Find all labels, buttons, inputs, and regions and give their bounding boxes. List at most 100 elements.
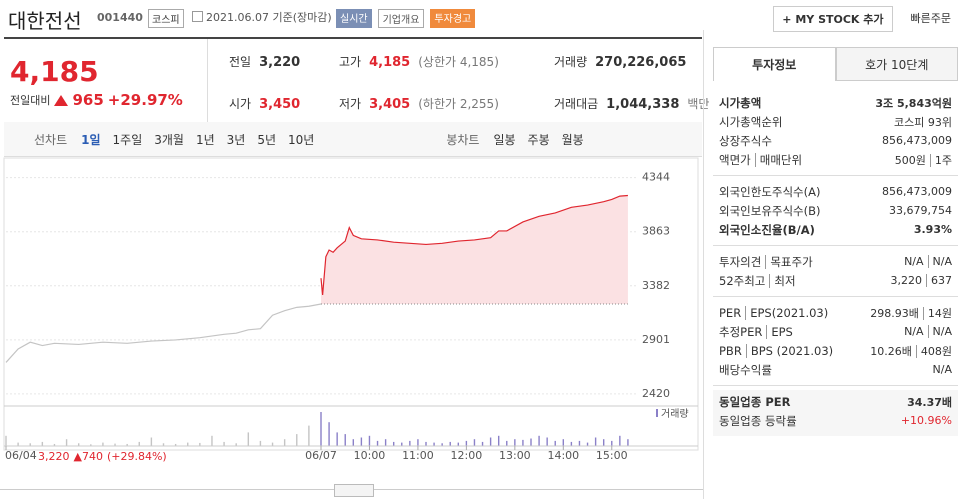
info-value: 10.26배 408원 <box>870 343 952 359</box>
side-tab[interactable]: 투자정보 <box>713 47 836 81</box>
info-label: 동일업종 등락률 <box>719 413 797 429</box>
price: 4,185 <box>10 55 99 88</box>
value-part: N/A <box>904 255 924 268</box>
volume-bar <box>554 440 556 446</box>
label-part: 52주최고 <box>719 273 766 288</box>
value-part: 500원 <box>894 153 926 167</box>
volume-bar <box>271 442 274 446</box>
volume-bar <box>619 435 621 446</box>
badges: 실시간 기업개요 투자경고 <box>336 9 476 28</box>
line <box>320 194 628 296</box>
info-label: 배당수익률 <box>719 362 772 378</box>
footer-change: ▲740 <box>73 450 103 463</box>
value-part: 3조 5,843억원 <box>875 96 952 110</box>
tab[interactable]: 일봉 <box>493 132 516 147</box>
side-panel: 시가총액 3조 5,843억원 시가총액순위 코스피 93위 상장주식수 856,473,… <box>713 91 958 440</box>
tab[interactable]: 1일 <box>81 132 101 147</box>
side-section: 동일업종 PER 34.37배 동일업종 등락률 +10.96% <box>713 390 958 436</box>
volume-bar <box>473 439 476 446</box>
quote: 4,185 전일대비 965 +29.97% 전일 3,220 고가 4,185 (상한… <box>4 37 709 124</box>
collapse-button[interactable] <box>334 484 374 497</box>
volume-bar <box>409 440 411 446</box>
button[interactable]: + MY STOCK 추가 <box>773 6 893 32</box>
plot-frame <box>3 157 699 451</box>
info-value: N/A N/A <box>904 255 952 268</box>
x-tick-label: 13:00 <box>499 449 531 462</box>
badge: 실시간 <box>336 9 372 28</box>
side-section: 외국인한도주식수(A) 856,473,009 외국인보유주식수(B) 33,679,… <box>713 180 958 246</box>
tab[interactable]: 3년 <box>226 132 246 147</box>
info-row: 추정PER EPS N/A N/A <box>719 322 952 341</box>
change-rate: +29.97% <box>107 91 183 109</box>
volume-bar <box>546 437 548 446</box>
info-label: PBR BPS (2021.03) <box>719 343 834 358</box>
label-part: 시가총액 <box>719 95 762 110</box>
tab[interactable]: 1주일 <box>112 132 143 147</box>
info-label: 투자의견 목표주가 <box>719 254 813 270</box>
stat-label: 거래량 <box>554 55 588 69</box>
volume-bar <box>489 437 492 446</box>
label-part: 외국인보유주식수(B) <box>719 203 821 218</box>
volume-bar <box>570 441 573 446</box>
value-part: 637 <box>926 274 952 287</box>
label-part: 외국인한도주식수(A) <box>719 184 821 199</box>
volume-bar <box>162 443 165 446</box>
volume-bar <box>594 437 597 446</box>
stat-note: (상한가 4,185) <box>418 55 499 69</box>
volume-bar <box>53 443 56 446</box>
tab-heading: 봉차트 <box>446 132 480 147</box>
volume-bar <box>102 442 104 446</box>
tab[interactable]: 월봉 <box>561 132 584 147</box>
stat: 전일 3,220 <box>229 53 300 70</box>
volume-bar <box>336 432 338 446</box>
volume-bar <box>611 440 613 446</box>
volume-bar <box>199 442 201 446</box>
x-tick-label: 06/04 <box>5 449 37 462</box>
volume-bar <box>376 440 379 446</box>
volume-bar <box>352 439 355 446</box>
date: 2021.06.07 기준(장마감) <box>206 11 332 24</box>
label-part: 시가총액순위 <box>719 114 783 129</box>
side-tabs: 투자정보 호가 10단계 <box>713 47 958 81</box>
value-part: 408원 <box>915 344 952 358</box>
info-row: 외국인한도주식수(A) 856,473,009 <box>719 182 952 201</box>
info-label: 추정PER EPS <box>719 324 793 340</box>
volume-bar <box>41 441 44 446</box>
value-part: 856,473,009 <box>882 134 952 147</box>
info-row: 상장주식수 856,473,009 <box>719 131 952 150</box>
info-value: N/A <box>933 363 952 376</box>
price-box: 4,185 전일대비 965 +29.97% <box>4 39 208 123</box>
side-section: 시가총액 3조 5,843억원 시가총액순위 코스피 93위 상장주식수 856,473,… <box>713 91 958 176</box>
x-tick-label: 06/07 <box>305 449 337 462</box>
label-part: 매매단위 <box>754 152 803 167</box>
badge[interactable]: 투자경고 <box>430 9 476 28</box>
stat-label: 저가 <box>339 97 362 111</box>
info-value: 298.93배 14원 <box>870 305 952 321</box>
label-part: EPS(2021.03) <box>745 305 829 320</box>
info-value: +10.96% <box>901 414 952 427</box>
side-tab[interactable]: 호가 10단계 <box>835 47 958 81</box>
tab[interactable]: 1년 <box>195 132 215 147</box>
side-section: 투자의견 목표주가 N/A N/A 52주최고 최저 3,220 637 <box>713 250 958 297</box>
badge[interactable]: 기업개요 <box>377 9 425 28</box>
info-row: 액면가 매매단위 500원 1주 <box>719 150 952 169</box>
tab[interactable]: 5년 <box>257 132 277 147</box>
volume-bar <box>247 432 250 446</box>
value-part: N/A <box>927 325 952 338</box>
button[interactable]: 빠른주문 <box>910 12 951 25</box>
info-value: N/A N/A <box>904 325 952 338</box>
stat-value: 3,220 <box>259 55 301 70</box>
label-part: 동일업종 PER <box>719 394 791 409</box>
value-part: 1주 <box>929 153 952 167</box>
volume-bar <box>150 437 153 446</box>
volume-bar <box>417 439 419 446</box>
info-label: 상장주식수 <box>719 133 772 149</box>
volume-bar <box>433 442 435 446</box>
volume-bar <box>586 442 589 446</box>
tab[interactable]: 3개월 <box>154 132 184 147</box>
tab[interactable]: 10년 <box>288 132 315 147</box>
stat-value: 270,226,065 <box>595 55 687 70</box>
tab[interactable]: 주봉 <box>527 132 550 147</box>
volume-bar <box>17 442 19 446</box>
label-part: 목표주가 <box>765 254 813 269</box>
